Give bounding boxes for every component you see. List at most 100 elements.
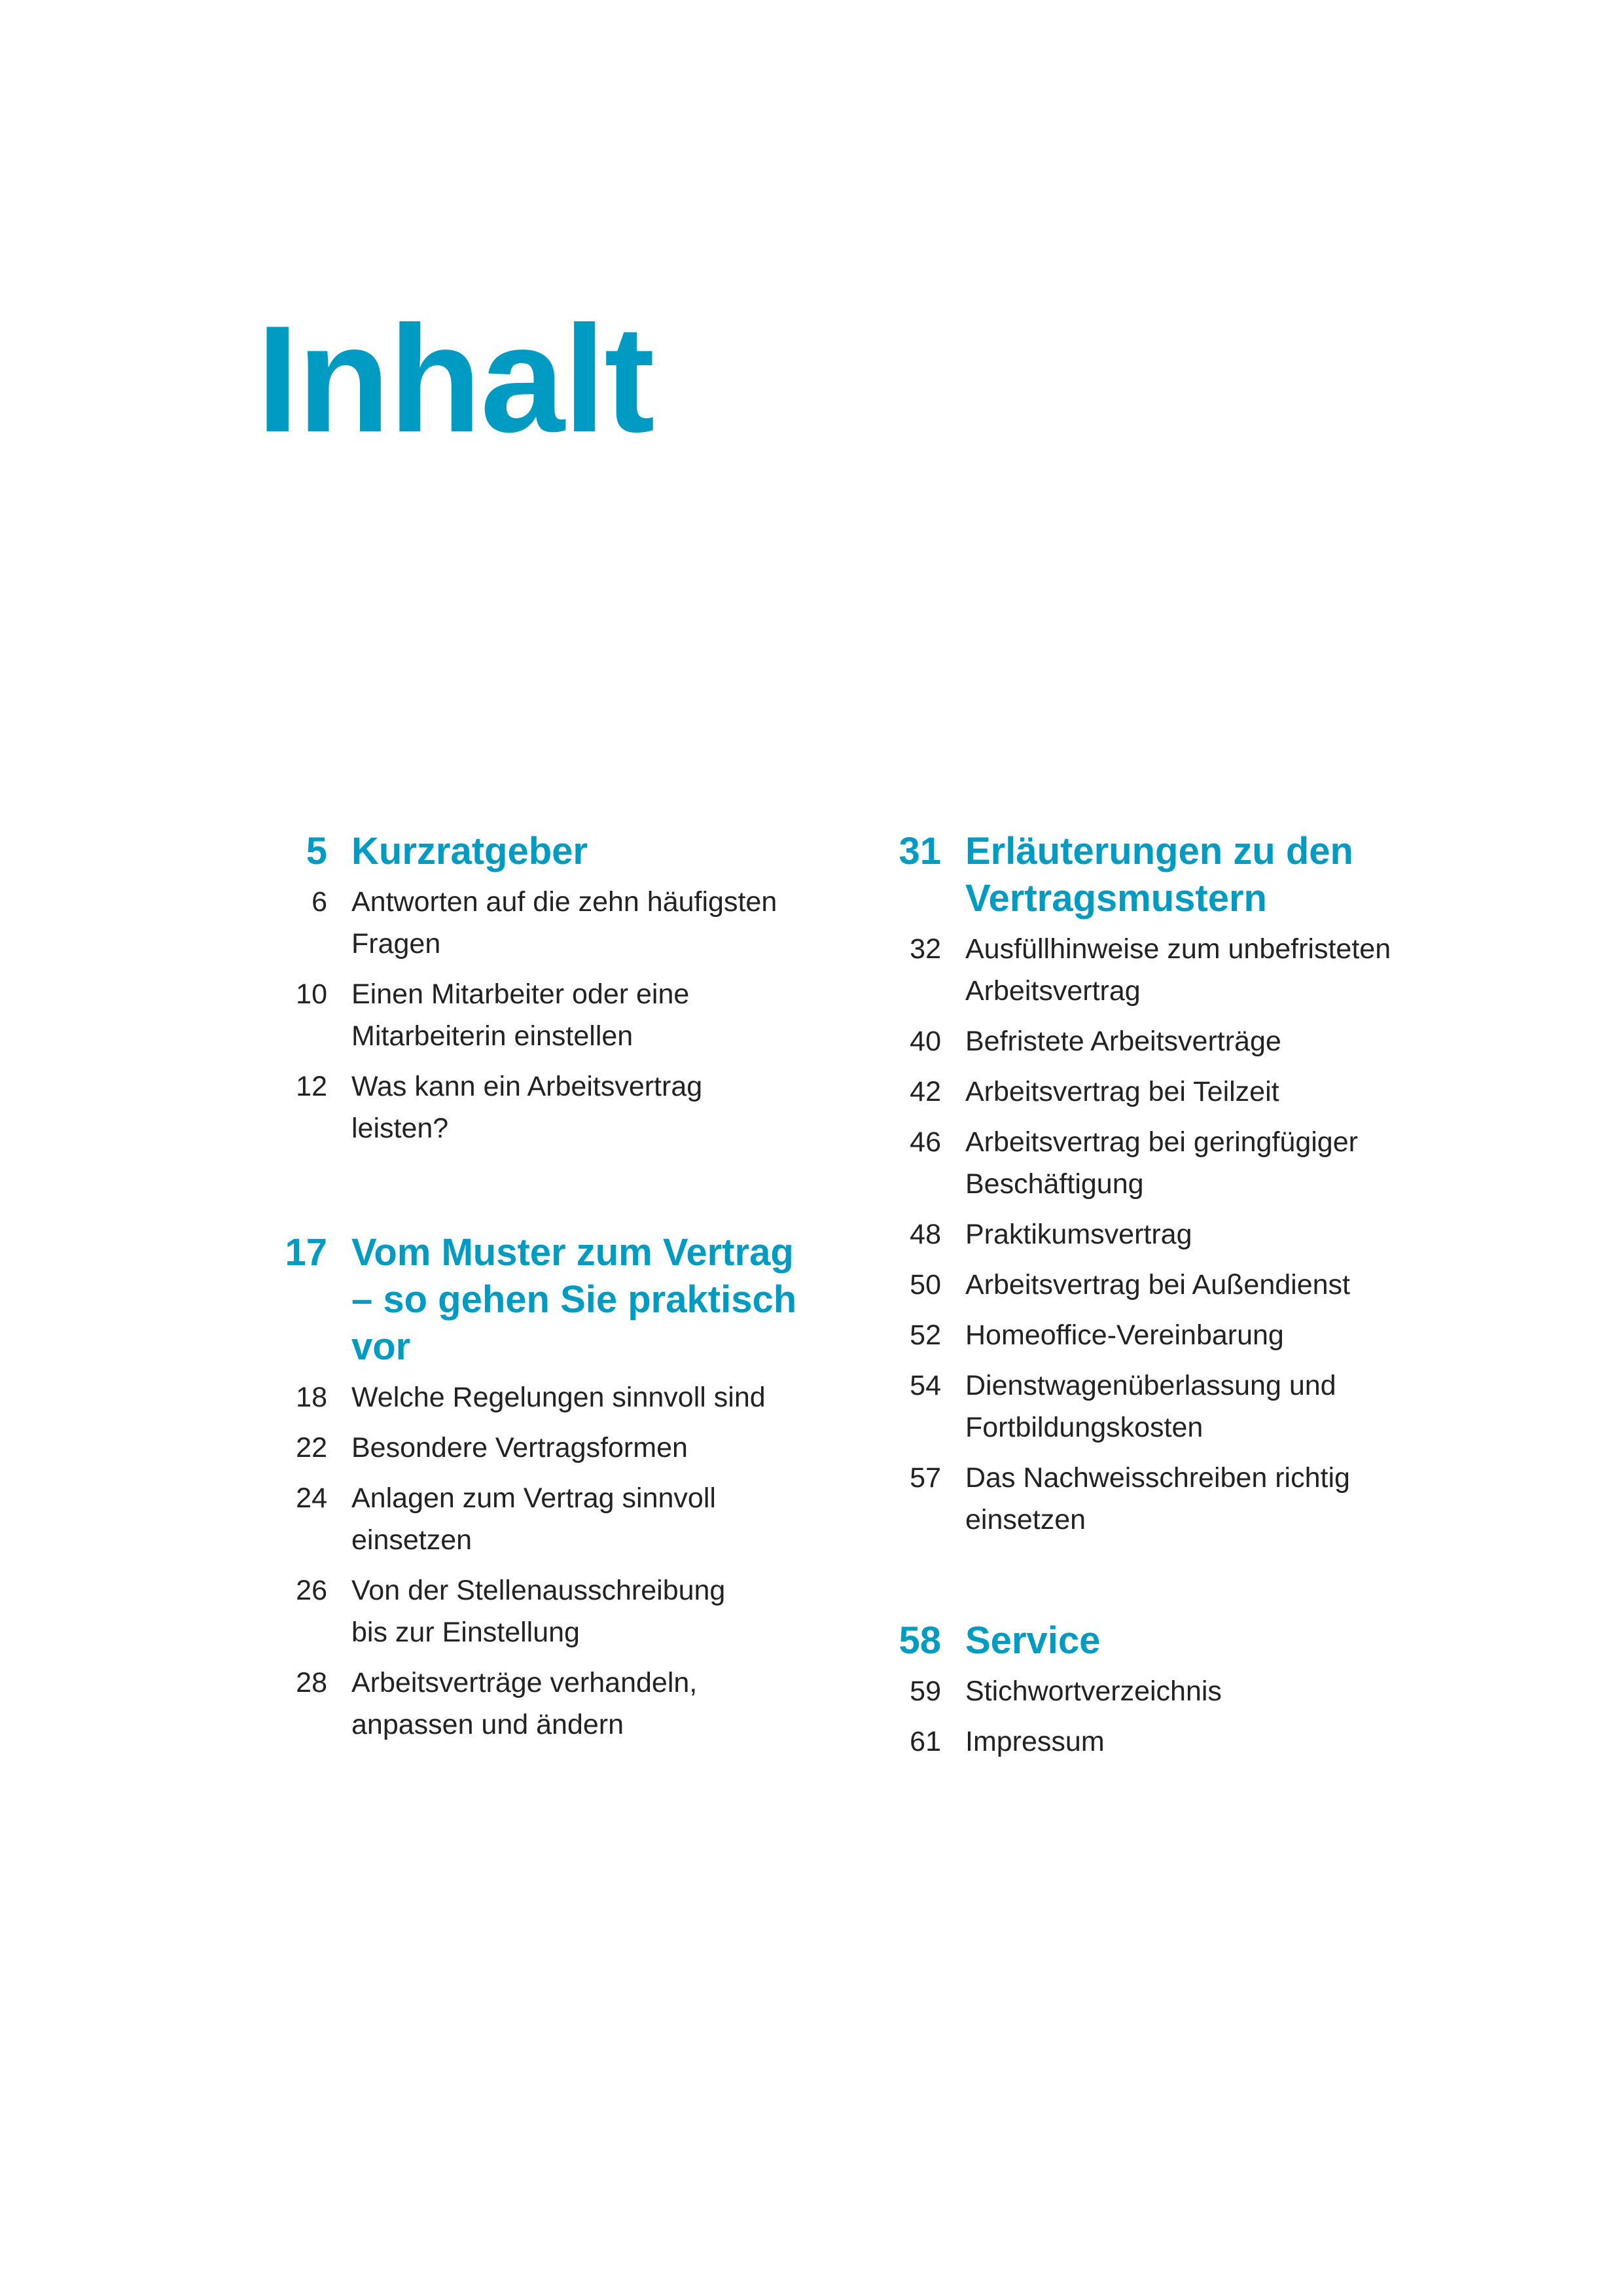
toc-entry[interactable]: 40 Befristete Arbeitsverträge — [889, 1020, 1425, 1062]
entry-title-line: Fragen — [351, 928, 441, 960]
entry-title-line: Ausfüllhinweise zum unbefristeten — [965, 933, 1391, 965]
toc-entry[interactable]: 57 Das Nachweisschreiben richtig einsetzen — [889, 1457, 1425, 1541]
entry-title: Arbeitsvertrag bei geringfügiger Beschäft… — [965, 1121, 1358, 1205]
entry-title: Arbeitsvertrag bei Außendienst — [965, 1264, 1350, 1306]
section-heading[interactable]: 17 Vom Muster zum Vertrag – so gehen Sie p… — [275, 1229, 812, 1371]
toc-entry[interactable]: 18 Welche Regelungen sinnvoll sind — [275, 1376, 812, 1418]
toc-entry[interactable]: 32 Ausfüllhinweise zum unbefristeten Arbei… — [889, 928, 1425, 1012]
entry-title-line: einsetzen — [351, 1524, 473, 1556]
entry-page-number: 59 — [910, 1676, 941, 1707]
entry-title-line: einsetzen — [965, 1504, 1086, 1535]
section-heading[interactable]: 31 Erläuterungen zu den Vertragsmustern — [889, 828, 1425, 922]
entry-title-line: Arbeitsvertrag bei geringfügiger — [965, 1126, 1358, 1158]
entry-title-line: Dienstwagenüberlassung und — [965, 1370, 1336, 1401]
toc-entry[interactable]: 28 Arbeitsverträge verhandeln, anpassen un… — [275, 1662, 812, 1746]
entry-title: Befristete Arbeitsverträge — [965, 1020, 1281, 1062]
page-title: Inhalt — [257, 295, 655, 464]
toc-entry[interactable]: 61 Impressum — [889, 1721, 1425, 1763]
entry-title-line: Arbeitsvertrag bei Teilzeit — [965, 1076, 1279, 1107]
entry-title-line: anpassen und ändern — [351, 1709, 624, 1740]
entry-title-line: Impressum — [965, 1726, 1105, 1757]
toc-entry[interactable]: 42 Arbeitsvertrag bei Teilzeit — [889, 1071, 1425, 1113]
toc-entry[interactable]: 50 Arbeitsvertrag bei Außendienst — [889, 1264, 1425, 1306]
entry-page-number: 24 — [296, 1482, 327, 1514]
entry-page-number: 18 — [296, 1382, 327, 1413]
entry-title-line: Mitarbeiterin einstellen — [351, 1020, 633, 1052]
section-title: Vom Muster zum Vertrag – so gehen Sie pra… — [351, 1229, 796, 1371]
entry-title: Welche Regelungen sinnvoll sind — [351, 1376, 766, 1418]
entry-title: Was kann ein Arbeitsvertrag leisten? — [351, 1066, 702, 1149]
section-title-line: Erläuterungen zu den — [965, 830, 1353, 872]
section-title-line: Vom Muster zum Vertrag — [351, 1231, 794, 1274]
entry-title-line: Arbeitsvertrag bei Außendienst — [965, 1269, 1350, 1300]
section-page-number: 17 — [285, 1231, 327, 1274]
entry-title: Besondere Vertragsformen — [351, 1427, 688, 1469]
entry-page-number: 46 — [910, 1126, 941, 1158]
entry-title-line: Homeoffice-Vereinbarung — [965, 1319, 1284, 1351]
entry-title-line: Was kann ein Arbeitsvertrag — [351, 1071, 703, 1102]
entry-title-line: Beschäftigung — [965, 1168, 1144, 1200]
section-title-line: vor — [351, 1325, 411, 1368]
toc-entry[interactable]: 26 Von der Stellenausschreibung bis zur Ei… — [275, 1570, 812, 1653]
entry-page-number: 57 — [910, 1462, 941, 1494]
toc-section: 31 Erläuterungen zu den Vertragsmustern 32 A… — [889, 828, 1425, 1549]
toc-entry[interactable]: 48 Praktikumsvertrag — [889, 1213, 1425, 1255]
entry-title-line: Von der Stellenausschreibung — [351, 1575, 726, 1606]
toc-entry[interactable]: 6 Antworten auf die zehn häufigsten Fragen — [275, 881, 812, 965]
entry-page-number: 42 — [910, 1076, 941, 1107]
entry-page-number: 26 — [296, 1575, 327, 1606]
entry-title-line: leisten? — [351, 1113, 449, 1144]
entry-title-line: Stichwortverzeichnis — [965, 1676, 1222, 1707]
entry-title-line: Anlagen zum Vertrag sinnvoll — [351, 1482, 716, 1514]
entry-title-line: Einen Mitarbeiter oder eine — [351, 978, 690, 1010]
toc-entry[interactable]: 10 Einen Mitarbeiter oder eine Mitarbeiter… — [275, 973, 812, 1057]
toc-entry[interactable]: 52 Homeoffice-Vereinbarung — [889, 1314, 1425, 1356]
entry-page-number: 32 — [910, 933, 941, 965]
entry-title: Einen Mitarbeiter oder eine Mitarbeiterin… — [351, 973, 689, 1057]
entry-title-line: Befristete Arbeitsverträge — [965, 1026, 1281, 1057]
entry-page-number: 54 — [910, 1370, 941, 1401]
toc-section: 17 Vom Muster zum Vertrag – so gehen Sie p… — [275, 1229, 812, 1754]
toc-section: 58 Service 59 Stichwortverzeichnis 61 Impress… — [889, 1617, 1425, 1771]
section-title: Service — [965, 1617, 1100, 1664]
toc-entry[interactable]: 59 Stichwortverzeichnis — [889, 1670, 1425, 1712]
entry-page-number: 28 — [296, 1667, 327, 1698]
entry-title: Anlagen zum Vertrag sinnvoll einsetzen — [351, 1477, 716, 1561]
entry-title-line: Fortbildungskosten — [965, 1412, 1204, 1443]
entry-title-line: bis zur Einstellung — [351, 1617, 580, 1648]
entry-title: Dienstwagenüberlassung und Fortbildungsko… — [965, 1365, 1336, 1448]
section-title: Kurzratgeber — [351, 828, 588, 875]
entry-title: Von der Stellenausschreibung bis zur Eins… — [351, 1570, 725, 1653]
entry-title-line: Welche Regelungen sinnvoll sind — [351, 1382, 766, 1413]
entry-title: Arbeitsverträge verhandeln, anpassen und … — [351, 1662, 697, 1746]
section-title-line: Kurzratgeber — [351, 830, 588, 872]
entry-title-line: Arbeitsvertrag — [965, 975, 1141, 1007]
toc-entry[interactable]: 46 Arbeitsvertrag bei geringfügiger Beschä… — [889, 1121, 1425, 1205]
section-page-number: 31 — [899, 830, 941, 872]
entry-title-line: Antworten auf die zehn häufigsten — [351, 886, 777, 918]
entry-page-number: 22 — [296, 1432, 327, 1463]
section-title-line: – so gehen Sie praktisch — [351, 1278, 797, 1321]
entry-page-number: 61 — [910, 1726, 941, 1757]
section-page-number: 5 — [306, 830, 327, 872]
entry-title: Arbeitsvertrag bei Teilzeit — [965, 1071, 1279, 1113]
section-heading[interactable]: 5 Kurzratgeber — [275, 828, 812, 875]
toc-entry[interactable]: 22 Besondere Vertragsformen — [275, 1427, 812, 1469]
entry-title: Praktikumsvertrag — [965, 1213, 1192, 1255]
entry-title: Stichwortverzeichnis — [965, 1670, 1222, 1712]
toc-entry[interactable]: 54 Dienstwagenüberlassung und Fortbildungs… — [889, 1365, 1425, 1448]
section-title-line: Vertragsmustern — [965, 877, 1267, 920]
entry-page-number: 50 — [910, 1269, 941, 1300]
toc-entry[interactable]: 12 Was kann ein Arbeitsvertrag leisten? — [275, 1066, 812, 1149]
entry-page-number: 52 — [910, 1319, 941, 1351]
toc-entry[interactable]: 24 Anlagen zum Vertrag sinnvoll einsetzen — [275, 1477, 812, 1561]
section-title-line: Service — [965, 1619, 1101, 1662]
entry-title: Impressum — [965, 1721, 1105, 1763]
entry-page-number: 48 — [910, 1219, 941, 1250]
entry-title-line: Arbeitsverträge verhandeln, — [351, 1667, 698, 1698]
section-title: Erläuterungen zu den Vertragsmustern — [965, 828, 1353, 922]
entry-title: Ausfüllhinweise zum unbefristeten Arbeits… — [965, 928, 1391, 1012]
entry-title-line: Praktikumsvertrag — [965, 1219, 1192, 1250]
section-heading[interactable]: 58 Service — [889, 1617, 1425, 1664]
entry-title: Homeoffice-Vereinbarung — [965, 1314, 1284, 1356]
